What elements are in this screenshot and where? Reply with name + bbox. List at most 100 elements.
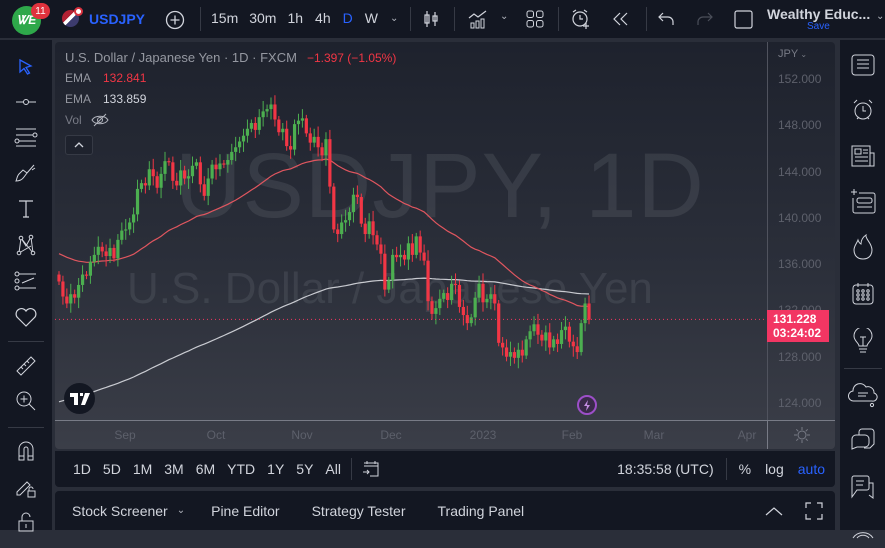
watchlist-button[interactable] bbox=[846, 48, 880, 82]
layout-button[interactable] bbox=[526, 10, 544, 28]
text-tool-button[interactable] bbox=[10, 194, 42, 224]
interval-d[interactable]: D bbox=[342, 10, 353, 26]
range-5d[interactable]: 5D bbox=[102, 461, 121, 477]
compare-add-button[interactable] bbox=[164, 9, 186, 31]
icons-tool-button[interactable] bbox=[10, 302, 42, 332]
rewind-icon bbox=[613, 12, 628, 26]
magnet-mode-button[interactable] bbox=[10, 436, 42, 466]
auto-toggle[interactable]: auto bbox=[797, 461, 825, 477]
time-tick-label: Oct bbox=[206, 428, 226, 442]
log-toggle[interactable]: log bbox=[765, 461, 784, 477]
bar-countdown: 03:24:02 bbox=[773, 326, 822, 340]
time-tick-label: Feb bbox=[561, 428, 583, 442]
indicators-button[interactable] bbox=[467, 8, 489, 30]
maximize-panel-chevron-up-icon[interactable] bbox=[765, 506, 783, 516]
interval-30m[interactable]: 30m bbox=[249, 10, 277, 26]
time-tick-label: Sep bbox=[114, 428, 136, 442]
range-1y[interactable]: 1Y bbox=[267, 461, 285, 477]
horizontal-line-icon bbox=[16, 99, 36, 105]
alerts-button[interactable] bbox=[846, 93, 880, 127]
alert-button[interactable] bbox=[570, 8, 592, 30]
minds-button[interactable] bbox=[846, 378, 880, 412]
collapse-legend-button[interactable] bbox=[65, 135, 93, 155]
tab-trading-panel[interactable]: Trading Panel bbox=[438, 503, 525, 519]
lock-drawings-button[interactable] bbox=[10, 472, 42, 502]
vol-label: Vol bbox=[65, 113, 82, 127]
price-axis[interactable]: JPY ⌄ 152.000 148.000 144.000 140.000 136.00… bbox=[767, 42, 835, 422]
redo-button[interactable] bbox=[696, 10, 714, 28]
range-1m[interactable]: 1M bbox=[132, 461, 153, 477]
time-tick-label: Nov bbox=[291, 428, 313, 442]
broadcast-icon bbox=[852, 532, 874, 539]
chart-type-button[interactable] bbox=[421, 9, 441, 29]
brush-tool-button[interactable] bbox=[10, 158, 42, 188]
tab-strategy-tester[interactable]: Strategy Tester bbox=[312, 503, 406, 519]
lock-all-button[interactable] bbox=[10, 506, 42, 536]
currency-selector[interactable]: JPY ⌄ bbox=[778, 48, 808, 60]
fullscreen-select-button[interactable] bbox=[734, 10, 753, 29]
data-window-button[interactable] bbox=[846, 184, 880, 218]
candles-icon bbox=[424, 11, 438, 27]
event-marker[interactable] bbox=[577, 395, 597, 415]
replay-button[interactable] bbox=[611, 10, 631, 28]
layout-name-button[interactable]: Wealthy Educ... Save bbox=[767, 6, 870, 32]
interval-15m[interactable]: 15m bbox=[211, 10, 239, 26]
candlestick-plot[interactable] bbox=[55, 42, 767, 420]
fib-tool-button[interactable] bbox=[10, 122, 42, 152]
tab-stock-screener[interactable]: Stock Screener ⌄ bbox=[72, 503, 185, 519]
trend-line-tool-button[interactable] bbox=[10, 87, 42, 117]
save-label[interactable]: Save bbox=[807, 21, 830, 32]
interval-w[interactable]: W bbox=[364, 10, 378, 26]
interval-4h[interactable]: 4h bbox=[315, 10, 331, 26]
private-chats-button[interactable] bbox=[846, 470, 880, 504]
tab-pine-editor[interactable]: Pine Editor bbox=[211, 503, 279, 519]
time-axis[interactable]: Sep Oct Nov Dec 2023 Feb Mar Apr bbox=[55, 420, 767, 449]
chevron-down-icon[interactable]: ⌄ bbox=[176, 505, 186, 516]
ema-value: 133.859 bbox=[103, 92, 147, 106]
grid-layout-icon bbox=[526, 10, 544, 28]
hotlists-button[interactable] bbox=[846, 230, 880, 264]
ema-label: EMA bbox=[65, 92, 92, 106]
undo-button[interactable] bbox=[657, 10, 675, 28]
range-ytd[interactable]: YTD bbox=[227, 461, 256, 477]
streams-button[interactable] bbox=[846, 514, 880, 548]
bottom-panel-tabs: Stock Screener ⌄ Pine Editor Strategy Te… bbox=[55, 491, 835, 530]
range-6m[interactable]: 6M bbox=[195, 461, 216, 477]
chats-button[interactable] bbox=[846, 424, 880, 458]
calendar-button[interactable] bbox=[846, 277, 880, 311]
utc-clock[interactable]: 18:35:58 (UTC) bbox=[617, 461, 714, 477]
ema-legend-2[interactable]: EMA 133.859 bbox=[65, 92, 396, 106]
chevron-down-icon[interactable]: ⌄ bbox=[389, 12, 399, 24]
tradingview-logo[interactable] bbox=[64, 383, 95, 414]
layout-chevron-icon[interactable]: ⌄ bbox=[876, 11, 885, 22]
top-toolbar: ᏔE 11 USDJPY 15m 30m 1h 4h D W ⌄ ⌄ bbox=[0, 0, 885, 38]
fullscreen-icon[interactable] bbox=[805, 501, 823, 520]
calendar-icon bbox=[852, 283, 874, 305]
forecast-icon bbox=[14, 271, 36, 291]
percent-toggle[interactable]: % bbox=[738, 461, 752, 477]
news-button[interactable] bbox=[846, 139, 880, 173]
cursor-tool-button[interactable] bbox=[10, 52, 42, 82]
tv-logo-icon bbox=[69, 392, 90, 405]
tab-label: Strategy Tester bbox=[311, 502, 406, 519]
indicators-chevron-icon[interactable]: ⌄ bbox=[500, 11, 509, 22]
measure-tool-button[interactable] bbox=[10, 351, 42, 381]
volume-legend[interactable]: Vol bbox=[65, 113, 396, 127]
message-icon bbox=[851, 475, 874, 499]
prediction-tool-button[interactable] bbox=[10, 266, 42, 296]
range-5y[interactable]: 5Y bbox=[296, 461, 314, 477]
goto-date-button[interactable] bbox=[362, 460, 380, 478]
eye-hidden-icon[interactable] bbox=[91, 113, 109, 127]
symbol-search[interactable]: USDJPY bbox=[62, 7, 145, 27]
interval-1h[interactable]: 1h bbox=[287, 10, 304, 26]
range-3m[interactable]: 3M bbox=[164, 461, 184, 477]
ideas-button[interactable] bbox=[846, 324, 880, 358]
heart-icon bbox=[15, 308, 37, 327]
range-all[interactable]: All bbox=[325, 461, 341, 477]
chart-pane[interactable]: USDJPY, 1D U.S. Dollar / Japanese Yen U.… bbox=[55, 42, 835, 449]
pattern-tool-button[interactable] bbox=[10, 230, 42, 260]
chart-settings-button[interactable] bbox=[767, 420, 835, 449]
zoom-in-tool-button[interactable] bbox=[10, 386, 42, 416]
ema-legend-1[interactable]: EMA 132.841 bbox=[65, 71, 396, 85]
range-1d[interactable]: 1D bbox=[73, 461, 91, 477]
